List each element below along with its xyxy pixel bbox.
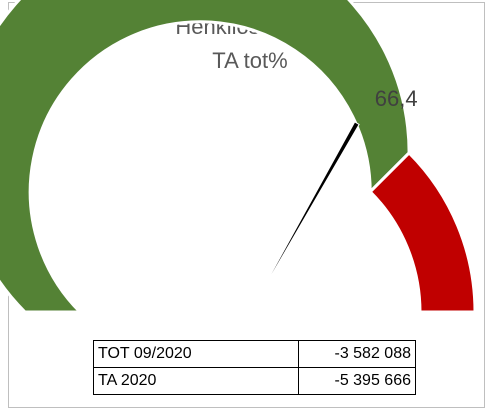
cell: -3 582 088: [298, 340, 416, 368]
gauge-band: [368, 150, 477, 314]
chart-subtitle: TA tot%: [212, 48, 287, 73]
table-row: TA 2020 -5 395 666: [93, 367, 416, 395]
needle: [249, 121, 360, 313]
table-row: TOT 09/2020 -3 582 088: [93, 340, 416, 368]
summary-table: TOT 09/2020 -3 582 088 TA 2020 -5 395 666: [93, 340, 416, 395]
cell: -5 395 666: [298, 367, 416, 395]
cell: TA 2020: [93, 367, 299, 395]
gauge-band: [0, 0, 411, 314]
cell: TOT 09/2020: [93, 340, 299, 368]
value-label: 66,4: [375, 86, 418, 111]
